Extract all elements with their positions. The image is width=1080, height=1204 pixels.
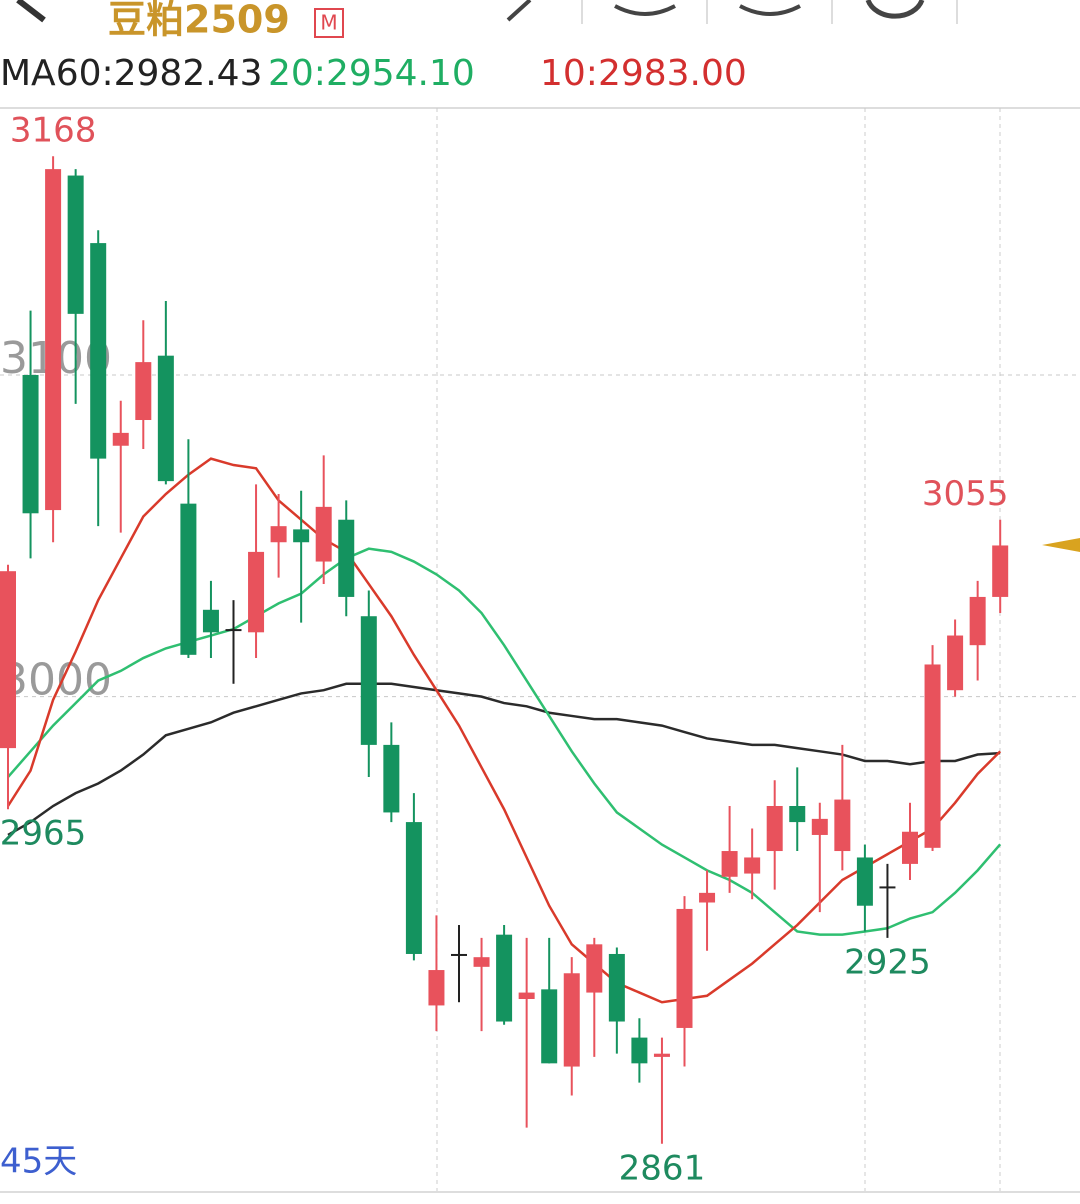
title: 豆粕2509 [108,0,290,42]
candle-body [992,545,1009,597]
candle-body [383,744,400,813]
candle-body [0,571,16,749]
legend-entry: 10:2983.00 [540,53,747,94]
legend-entry: 20:2954.10 [268,53,475,94]
candle-body [67,175,84,314]
candle-body [202,609,219,633]
candle-body [405,822,422,954]
candle-body [947,635,964,691]
low-label: 2965 [0,814,86,854]
low-label: 2925 [844,942,931,982]
price-marker [1042,538,1080,552]
candle-body [180,503,197,655]
draw-icon[interactable] [506,0,532,22]
candle-body [789,806,806,823]
candle-body [270,526,287,543]
candle-body [608,953,625,1022]
badge: M [320,11,337,35]
candle-body [631,1037,648,1064]
candle-body [451,953,467,956]
candle-body [721,851,738,877]
refresh-icon[interactable] [614,4,676,16]
candle-body [45,169,62,511]
candle-body [360,616,377,745]
ma-line [7,547,1002,936]
candle-body [112,432,129,446]
candle-body [744,857,761,874]
candle-body [969,596,986,646]
candle-body [90,243,107,459]
period-label: 45天 [0,1142,77,1182]
candle-body [428,970,445,1006]
settings-icon[interactable] [865,0,925,19]
candle-body [699,892,716,903]
candle-body [902,831,918,864]
ma-line [6,457,1002,1004]
candle-body [811,818,828,835]
y-tick-label: 3000 [0,655,112,706]
badge-box [314,8,344,38]
candle-body [338,519,355,597]
back-button[interactable] [16,0,46,23]
candle-body [225,629,242,632]
candle-body [586,944,603,993]
high-label: 3168 [10,111,97,151]
candle-body [518,992,535,1000]
candle-body [315,506,332,562]
candle-body [22,374,39,514]
ma-line [7,682,1001,837]
candle-body [135,362,152,421]
candle-body [248,551,265,633]
candle-body [924,664,941,848]
low-label: 2861 [619,1148,706,1188]
compare-icon[interactable] [739,4,801,16]
candle-body [879,886,896,889]
candle-body [676,908,693,1028]
high-label: 3055 [922,474,1009,514]
candle-body [563,973,580,1067]
candle-body [473,957,490,967]
candle-body [653,1053,670,1057]
candle-body [293,529,310,543]
legend-entry: MA60:2982.43 [0,53,263,94]
candle-body [541,989,558,1064]
candle-body [496,934,513,1022]
candle-body [157,355,174,482]
candle-body [856,857,873,906]
candle-body [766,806,783,852]
candle-body [834,799,851,852]
